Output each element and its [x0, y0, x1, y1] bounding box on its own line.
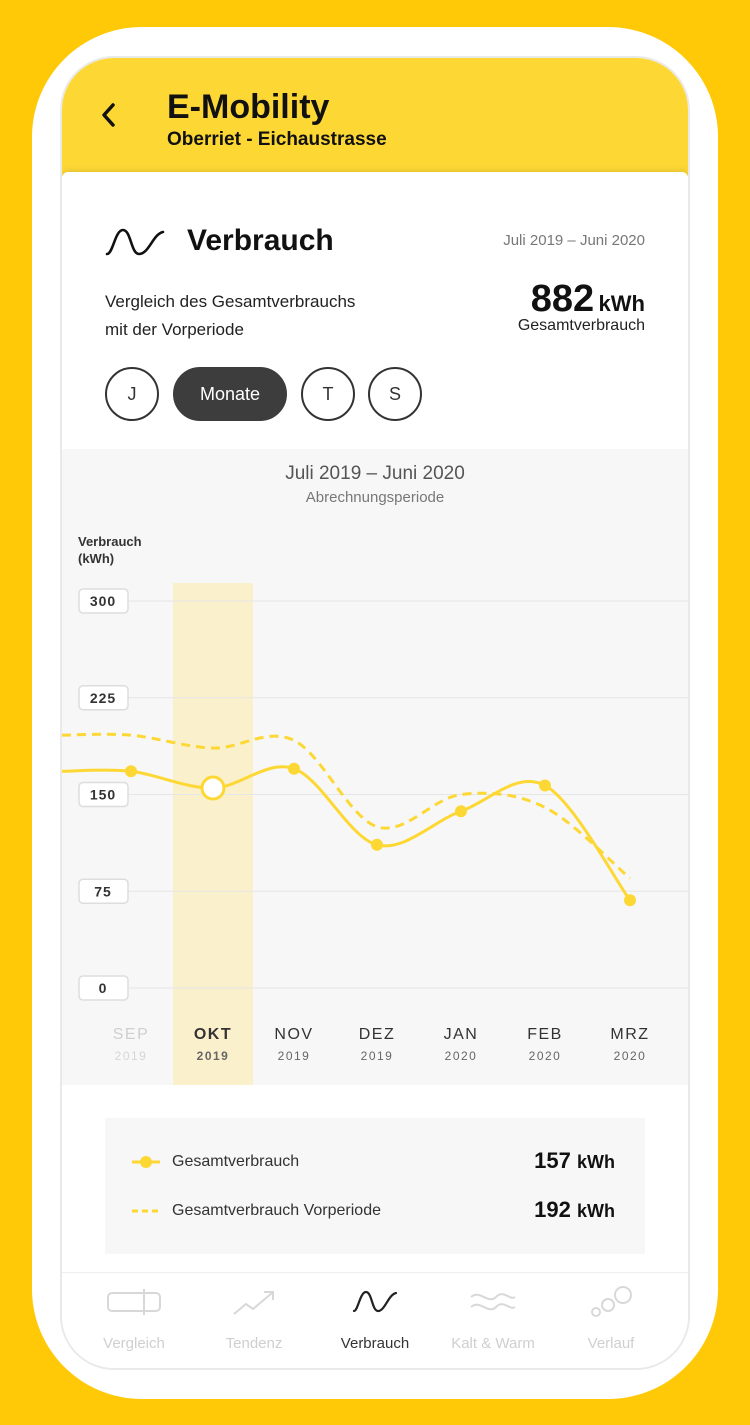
trend-icon [194, 1285, 314, 1319]
description-line-2: mit der Vorperiode [105, 320, 244, 339]
legend-value-number: 157 [534, 1148, 571, 1173]
page-subtitle: Oberriet - Eichaustrasse [167, 129, 387, 150]
filter-s-button[interactable]: S [368, 367, 422, 421]
y-tick-box [78, 685, 129, 711]
legend-value-unit: kWh [577, 1201, 615, 1221]
page-title: E-Mobility [167, 88, 330, 126]
chart-subtitle: Abrechnungsperiode [305, 489, 445, 506]
legend-label: Gesamtverbrauch Vorperiode [172, 1202, 381, 1219]
section-description: Vergleich des Gesamtverbrauchs mit der V… [105, 288, 425, 344]
x-tick-year: 2019 [197, 1049, 230, 1063]
history-bubbles-icon [551, 1285, 671, 1319]
legend-value-unit: kWh [577, 1152, 615, 1172]
data-point [288, 762, 300, 775]
content-card: Verbrauch Juli 2019 – Juni 2020 Vergleic… [62, 172, 688, 1368]
x-tick-year: 2020 [614, 1049, 647, 1063]
y-tick-label: 300 [90, 593, 116, 609]
x-tick-year: 2019 [278, 1049, 311, 1063]
total-value: 882 [530, 278, 595, 320]
data-point [455, 805, 467, 818]
description-line-1: Vergleich des Gesamtverbrauchs [105, 292, 356, 311]
x-tick-year: 2020 [529, 1049, 562, 1063]
data-point-selected [200, 775, 226, 801]
filter-months-button[interactable]: Monate [173, 367, 287, 421]
total-consumption: 882 kWh Gesamtverbrauch [518, 278, 645, 335]
legend-item-previous: Gesamtverbrauch Vorperiode 192 kWh [105, 1197, 645, 1227]
data-point [371, 838, 383, 851]
y-tick-label: 150 [90, 787, 116, 803]
app-header: E-Mobility Oberriet - Eichaustrasse [62, 58, 688, 176]
bottom-tab-bar: Vergleich Tendenz Verbrauch Kalt & Warm [62, 1272, 688, 1368]
legend-item-current: Gesamtverbrauch 157 kWh [105, 1148, 645, 1178]
x-tick-month: JAN [444, 1026, 479, 1043]
x-tick-year: 2019 [361, 1049, 394, 1063]
tab-label: Vergleich [103, 1335, 165, 1352]
y-tick-box [78, 781, 129, 808]
filter-day-button[interactable]: T [301, 367, 355, 421]
section-title: Verbrauch [187, 224, 334, 257]
series-line-previous [62, 732, 631, 880]
y-tick-box [78, 878, 129, 904]
y-tick-label: 0 [99, 980, 108, 996]
compare-icon [74, 1285, 194, 1319]
tab-label: Kalt & Warm [451, 1335, 535, 1352]
data-point [539, 779, 551, 792]
legend-value-number: 192 [534, 1197, 571, 1222]
chart-legend: Gesamtverbrauch 157 kWh Gesamtverbrauch … [105, 1118, 645, 1254]
x-tick-month: MRZ [610, 1026, 649, 1043]
consumption-wave-icon [315, 1285, 435, 1319]
tab-vergleich[interactable]: Vergleich [74, 1273, 194, 1368]
total-unit: kWh [598, 291, 645, 316]
x-tick-month: SEP [113, 1026, 150, 1043]
app-screen: E-Mobility Oberriet - Eichaustrasse Verb… [62, 58, 688, 1368]
legend-value: 192 kWh [534, 1197, 615, 1223]
chart-title: Juli 2019 – Juni 2020 [285, 463, 465, 484]
consumption-chart: 0 75 150 225 300 SEP 2019 OKT 2019 NOV 2019 DEZ 2019… [62, 583, 688, 1085]
tab-tendenz[interactable]: Tendenz [194, 1273, 314, 1368]
filter-months-label: Monate [199, 383, 261, 404]
chart-area: 0 75 150 225 300 SEP 2019 OKT 2019 NOV 2019 DEZ 2019… [62, 449, 688, 1085]
x-tick-year: 2019 [115, 1049, 148, 1063]
tab-label: Tendenz [225, 1335, 283, 1352]
y-axis-label-line-2: (kWh) [78, 551, 115, 566]
y-axis-label-line-1: Verbrauch [78, 534, 142, 549]
filter-year-label: J [127, 383, 137, 404]
tab-verbrauch[interactable]: Verbrauch [315, 1273, 435, 1368]
consumption-wave-icon [105, 228, 167, 263]
y-tick-label: 225 [90, 690, 116, 706]
x-tick-month: NOV [274, 1026, 313, 1043]
selected-month-highlight [173, 583, 253, 1085]
x-tick-month: DEZ [359, 1026, 396, 1043]
x-tick-month: FEB [527, 1026, 563, 1043]
legend-label: Gesamtverbrauch [172, 1153, 300, 1170]
x-tick-year: 2020 [445, 1049, 478, 1063]
period-label: Juli 2019 – Juni 2020 [503, 232, 645, 249]
back-arrow-icon[interactable] [96, 98, 120, 132]
x-tick-month: OKT [194, 1026, 232, 1043]
legend-dashed-marker-icon [132, 1209, 160, 1213]
cold-warm-icon [433, 1285, 553, 1319]
legend-solid-marker-icon [132, 1156, 160, 1168]
data-point [624, 894, 636, 907]
tab-verlauf[interactable]: Verlauf [551, 1273, 671, 1368]
total-label: Gesamtverbrauch [517, 317, 645, 334]
tab-kalt-warm[interactable]: Kalt & Warm [433, 1273, 553, 1368]
y-tick-label: 75 [94, 883, 112, 899]
filter-day-label: T [322, 383, 334, 404]
tab-label: Verbrauch [340, 1335, 410, 1352]
y-tick-box [78, 975, 129, 1001]
filter-year-button[interactable]: J [105, 367, 159, 421]
legend-value: 157 kWh [534, 1148, 615, 1174]
filter-s-label: S [388, 383, 401, 404]
y-tick-box [78, 588, 129, 614]
tab-label: Verlauf [587, 1335, 635, 1352]
data-point [125, 765, 137, 778]
y-axis-label: Verbrauch (kWh) [78, 533, 142, 567]
